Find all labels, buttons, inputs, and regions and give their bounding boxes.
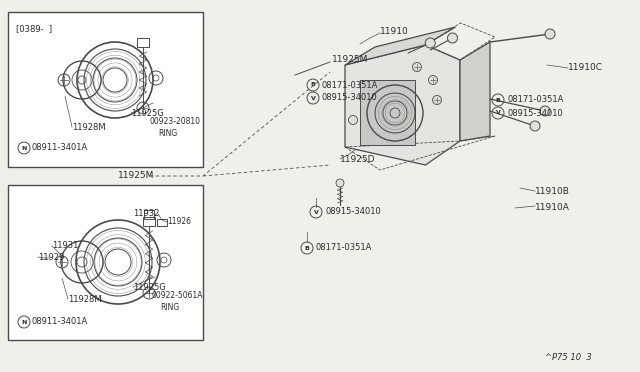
Text: 11928M: 11928M (72, 124, 106, 132)
Text: 08915-34010: 08915-34010 (507, 109, 563, 118)
Text: 11925D: 11925D (340, 155, 376, 164)
Text: 11925M: 11925M (118, 171, 154, 180)
Circle shape (433, 96, 442, 105)
Text: 08911-3401A: 08911-3401A (32, 144, 88, 153)
Text: 11910B: 11910B (535, 187, 570, 196)
Text: 08915-34010: 08915-34010 (325, 208, 381, 217)
Text: 11910A: 11910A (535, 202, 570, 212)
Bar (8, 12, 203, 167)
Text: 11932: 11932 (133, 208, 159, 218)
Text: N: N (21, 145, 27, 151)
Bar (157, 219, 167, 226)
Circle shape (336, 179, 344, 187)
Text: V: V (314, 209, 319, 215)
Text: B: B (305, 246, 309, 250)
Text: V: V (310, 96, 316, 100)
Text: 08915-34010: 08915-34010 (322, 93, 378, 103)
Circle shape (425, 38, 435, 48)
Circle shape (413, 62, 422, 71)
Text: 11925M: 11925M (332, 55, 369, 64)
Text: 11926: 11926 (167, 218, 191, 227)
Circle shape (429, 76, 438, 84)
Text: 00922-5061A: 00922-5061A (152, 292, 204, 301)
Text: 08171-0351A: 08171-0351A (507, 96, 563, 105)
Text: 11928M: 11928M (68, 295, 102, 305)
Text: 11925G: 11925G (133, 282, 166, 292)
Circle shape (530, 121, 540, 131)
Bar (360, 80, 415, 145)
Circle shape (447, 33, 458, 43)
Circle shape (540, 106, 550, 116)
Bar (8, 185, 203, 340)
Text: N: N (21, 320, 27, 324)
Polygon shape (345, 27, 456, 65)
Text: RING: RING (158, 128, 177, 138)
Text: B: B (495, 97, 500, 103)
Circle shape (545, 29, 555, 39)
Text: 08171-0351A: 08171-0351A (322, 80, 378, 90)
Text: 11910C: 11910C (568, 64, 603, 73)
Text: B: B (310, 83, 316, 87)
Text: V: V (495, 110, 500, 115)
Text: 08911-3401A: 08911-3401A (32, 317, 88, 327)
Bar (143, 217, 155, 226)
Text: 11929: 11929 (38, 253, 64, 263)
Text: 11910: 11910 (380, 28, 409, 36)
Text: 11931: 11931 (52, 241, 78, 250)
Text: 08171-0351A: 08171-0351A (316, 244, 372, 253)
Polygon shape (345, 45, 460, 165)
Bar (137, 38, 149, 47)
Text: ^P75 10  3: ^P75 10 3 (545, 353, 592, 362)
Circle shape (349, 115, 358, 125)
Text: RING: RING (160, 302, 179, 311)
Bar (144, 210, 154, 219)
Polygon shape (460, 42, 490, 141)
Text: 11925G: 11925G (131, 109, 164, 118)
Text: 00923-20810: 00923-20810 (150, 118, 201, 126)
Text: [0389-  ]: [0389- ] (16, 24, 52, 33)
